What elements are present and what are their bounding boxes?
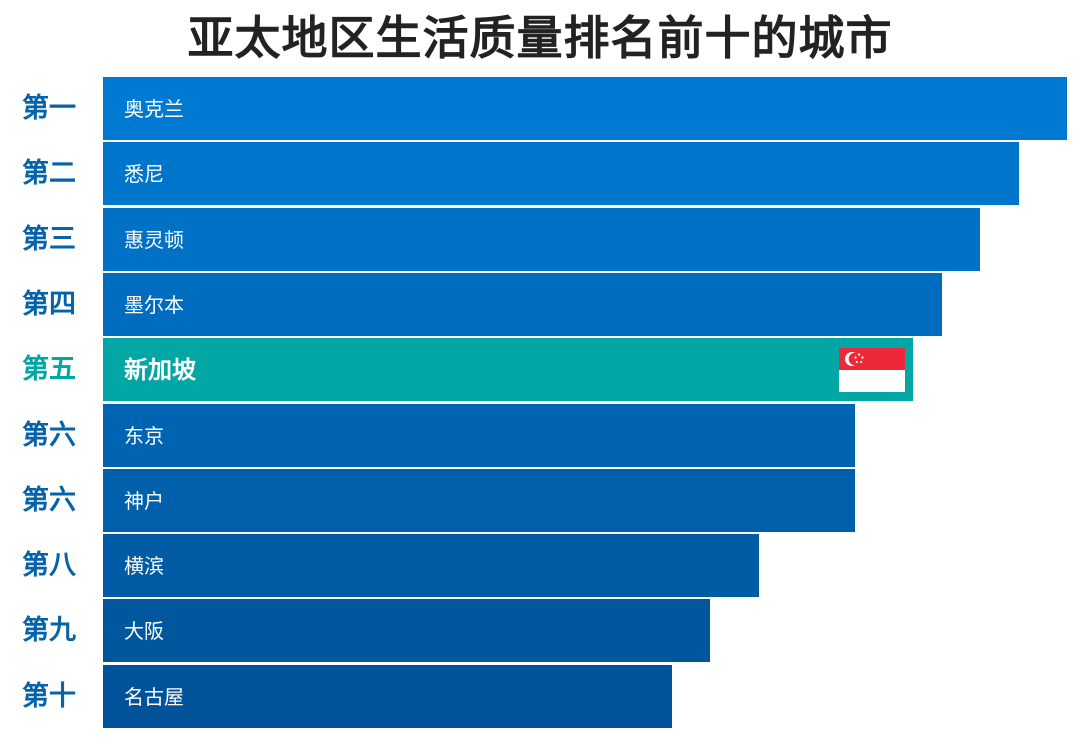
bar-8 <box>103 534 759 597</box>
city-label-8: 横滨 <box>124 554 164 578</box>
rank-label-6: 第六 <box>22 420 76 451</box>
bar-10 <box>103 665 672 728</box>
rank-label-8: 第八 <box>22 550 76 581</box>
rank-label-10: 第十 <box>22 681 76 712</box>
rank-label-7: 第六 <box>22 485 76 516</box>
bar-3 <box>103 208 980 271</box>
city-label-6: 东京 <box>124 424 164 448</box>
rank-label-1: 第一 <box>22 93 76 124</box>
bar-6 <box>103 404 855 467</box>
rank-label-9: 第九 <box>22 615 76 646</box>
city-label-10: 名古屋 <box>124 685 184 709</box>
rank-label-3: 第三 <box>22 224 76 255</box>
city-label-9: 大阪 <box>124 619 164 643</box>
city-label-2: 悉尼 <box>124 162 164 186</box>
rank-label-2: 第二 <box>22 158 76 189</box>
bar-9 <box>103 599 710 662</box>
bar-5 <box>103 338 913 401</box>
bar-7 <box>103 469 855 532</box>
city-label-4: 墨尔本 <box>124 293 184 317</box>
singapore-flag-icon <box>839 348 905 392</box>
rank-label-5: 第五 <box>22 354 76 385</box>
bar-4 <box>103 273 942 336</box>
bar-1 <box>103 77 1067 140</box>
chart-title: 亚太地区生活质量排名前十的城市 <box>187 11 893 65</box>
rank-label-4: 第四 <box>22 289 76 320</box>
city-label-1: 奥克兰 <box>124 97 184 121</box>
city-label-5: 新加坡 <box>124 356 196 384</box>
city-label-3: 惠灵顿 <box>124 228 184 252</box>
city-label-7: 神户 <box>124 489 164 513</box>
bar-2 <box>103 142 1019 205</box>
